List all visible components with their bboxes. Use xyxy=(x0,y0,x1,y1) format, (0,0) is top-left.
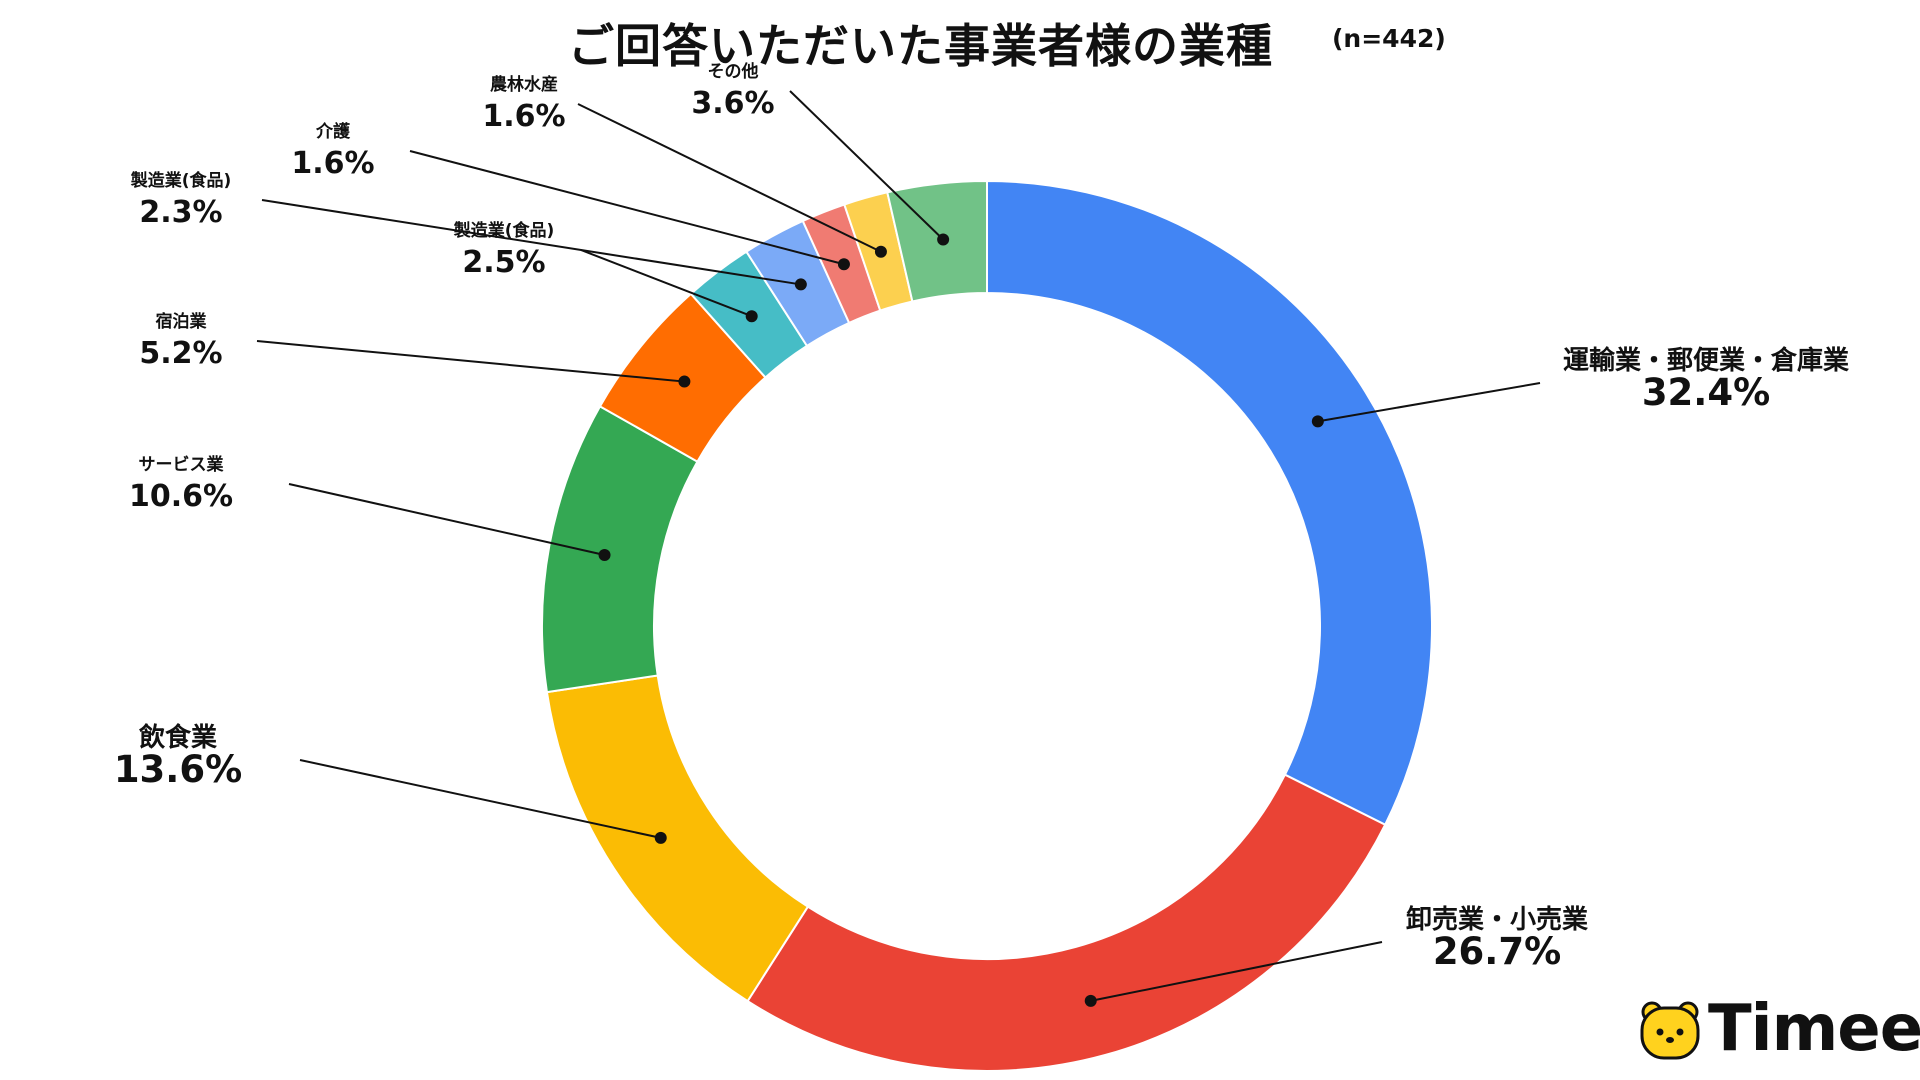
leader-line-3 xyxy=(299,759,661,839)
slice-value-7: 2.3% xyxy=(139,195,222,230)
slice-label-4: サービス業 xyxy=(139,454,224,475)
slice-value-5: 5.2% xyxy=(139,336,222,371)
slice-label-5: 宿泊業 xyxy=(156,311,207,332)
leader-line-5 xyxy=(256,340,685,383)
slice-value-2: 26.7% xyxy=(1433,930,1561,973)
leader-dot-2 xyxy=(1084,994,1097,1007)
leader-dot-6 xyxy=(745,310,758,323)
slice-label-2: 卸売業・小売業 xyxy=(1406,904,1588,935)
leader-lines xyxy=(256,90,1541,1007)
leader-dot-10 xyxy=(937,233,950,246)
slice-label-3: 飲食業 xyxy=(138,722,217,753)
leader-dot-9 xyxy=(874,245,887,258)
slice-label-1: 運輸業・郵便業・倉庫業 xyxy=(1563,345,1849,376)
slice-value-9: 1.6% xyxy=(482,99,565,134)
slice-label-9: 農林水産 xyxy=(490,74,558,95)
slice-3 xyxy=(545,674,810,1003)
leader-line-1 xyxy=(1317,382,1541,423)
slice-value-3: 13.6% xyxy=(114,748,242,791)
slice-label-10: その他 xyxy=(708,61,759,82)
slice-label-8: 介護 xyxy=(315,121,351,142)
slice-10 xyxy=(886,179,988,303)
brand-name: Timee xyxy=(1708,992,1920,1066)
timee-logo: Timee xyxy=(1638,992,1920,1068)
leader-dot-4 xyxy=(598,548,611,561)
title-area: ご回答いただいた事業者様の業種 (n=442) xyxy=(0,10,1920,73)
slice-value-8: 1.6% xyxy=(291,146,374,181)
leader-dot-3 xyxy=(654,831,667,844)
leader-dot-1 xyxy=(1311,415,1324,428)
slice-value-1: 32.4% xyxy=(1642,371,1770,414)
leader-dot-7 xyxy=(794,278,807,291)
slice-label-7: 製造業(食品) xyxy=(130,170,232,191)
slice-value-6: 2.5% xyxy=(462,245,545,280)
leader-line-8 xyxy=(409,150,845,266)
leader-line-7 xyxy=(261,199,801,286)
slice-value-10: 3.6% xyxy=(691,86,774,121)
leader-line-10 xyxy=(789,90,944,241)
leader-dot-5 xyxy=(678,375,691,388)
sample-size: (n=442) xyxy=(1332,24,1446,53)
donut-slices xyxy=(541,179,1433,1072)
slice-label-6: 製造業(食品) xyxy=(453,220,555,241)
slice-2 xyxy=(746,773,1387,1072)
slice-1 xyxy=(986,179,1433,827)
leader-line-9 xyxy=(577,103,882,253)
mascot-icon xyxy=(1640,1001,1700,1060)
leader-line-6 xyxy=(580,249,753,318)
leader-line-4 xyxy=(288,483,605,556)
slice-value-4: 10.6% xyxy=(129,479,233,514)
leader-dot-8 xyxy=(837,258,850,271)
chart-title: ご回答いただいた事業者様の業種 xyxy=(568,19,1273,73)
leader-line-2 xyxy=(1090,941,1383,1002)
